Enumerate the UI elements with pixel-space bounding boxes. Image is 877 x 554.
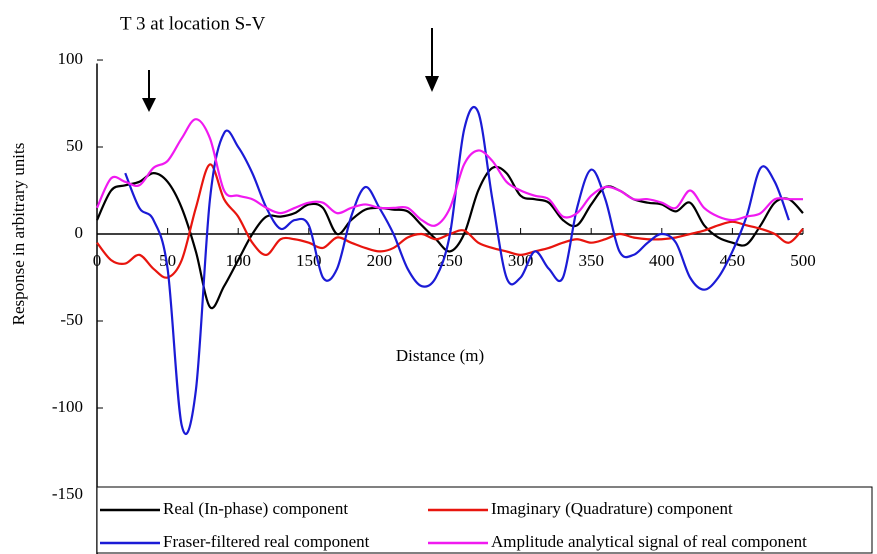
x-tick-label: 0: [93, 251, 102, 270]
x-tick-label: 50: [159, 251, 176, 270]
y-tick-label: -100: [52, 397, 83, 416]
legend-label: Fraser-filtered real component: [163, 532, 370, 551]
line-series: [96, 165, 804, 310]
arrow: [425, 28, 439, 92]
x-tick-label: 500: [790, 251, 816, 270]
line-series: [124, 106, 790, 435]
arrow: [142, 70, 156, 112]
legend-label: Amplitude analytical signal of real comp…: [491, 532, 807, 551]
y-axis-label: Response in arbitrary units: [9, 143, 28, 326]
legend-label: Imaginary (Quadrature) component: [491, 499, 733, 518]
y-tick-label: -50: [60, 310, 83, 329]
x-tick-label: 400: [649, 251, 675, 270]
y-tick-label: -150: [52, 484, 83, 503]
x-tick-label: 350: [578, 251, 604, 270]
y-tick-label: 100: [58, 49, 84, 68]
x-tick-label: 150: [296, 251, 322, 270]
x-tick-label: 200: [367, 251, 393, 270]
line-series: [95, 118, 803, 227]
y-tick-label: 50: [66, 136, 83, 155]
y-tick-label: 0: [75, 223, 84, 242]
chart-title: T 3 at location S-V: [120, 13, 266, 34]
x-axis-label: Distance (m): [396, 346, 484, 365]
legend-label: Real (In-phase) component: [163, 499, 348, 518]
